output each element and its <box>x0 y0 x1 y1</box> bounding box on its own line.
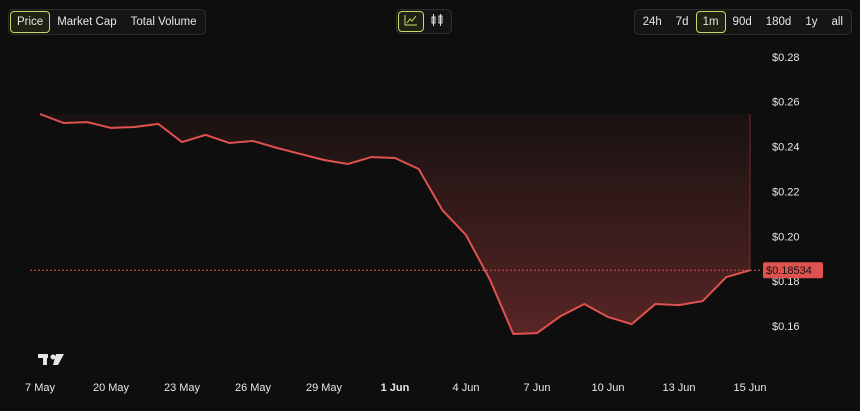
candle-icon <box>431 14 443 26</box>
x-tick-label: 29 May <box>306 382 343 394</box>
y-tick-label: $0.22 <box>772 186 800 198</box>
range-tab[interactable]: 90d <box>732 16 752 28</box>
range-tab[interactable]: 180d <box>765 16 792 28</box>
y-tick-label: $0.16 <box>772 321 800 333</box>
x-tick-label: 7 Jun <box>524 382 551 394</box>
x-tick-label: 15 Jun <box>733 382 766 394</box>
range-tab[interactable]: 24h <box>642 16 662 28</box>
metric-tabs: Price Market Cap Total Volume <box>8 9 206 35</box>
line-style-button[interactable] <box>398 11 424 32</box>
y-tick-label: $0.24 <box>772 142 800 154</box>
area-fill <box>40 114 750 335</box>
y-tick-label: $0.26 <box>772 97 800 109</box>
metric-tab[interactable]: Market Cap <box>57 16 117 28</box>
x-tick-label: 26 May <box>235 382 272 394</box>
metric-tab[interactable]: Price <box>10 11 51 33</box>
x-tick-label: 10 Jun <box>591 382 624 394</box>
range-tabs: 24h 7d 1m 90d 180d 1y all <box>633 9 852 35</box>
x-tick-label: 4 Jun <box>453 382 480 394</box>
x-tick-label: 1 Jun <box>381 382 410 394</box>
range-tab[interactable]: 7d <box>675 16 689 28</box>
current-price-badge <box>763 262 823 279</box>
range-tab[interactable]: all <box>831 16 843 28</box>
metric-tab[interactable]: Total Volume <box>130 16 197 28</box>
y-tick-label: $0.18 <box>772 276 800 288</box>
line-icon <box>404 15 417 26</box>
x-tick-label: 7 May <box>25 382 55 394</box>
tradingview-logo <box>38 354 64 365</box>
x-tick-label: 13 Jun <box>662 382 695 394</box>
candle-style-button[interactable] <box>424 11 450 32</box>
y-tick-label: $0.28 <box>772 52 800 64</box>
x-tick-label: 23 May <box>164 382 201 394</box>
x-tick-label: 20 May <box>93 382 130 394</box>
price-line <box>39 113 751 336</box>
chart-style-tabs <box>396 9 452 34</box>
range-tab[interactable]: 1m <box>695 11 726 33</box>
y-tick-label: $0.20 <box>772 231 800 243</box>
current-price-label: $0.18534 <box>766 265 812 277</box>
range-tab[interactable]: 1y <box>805 16 818 28</box>
